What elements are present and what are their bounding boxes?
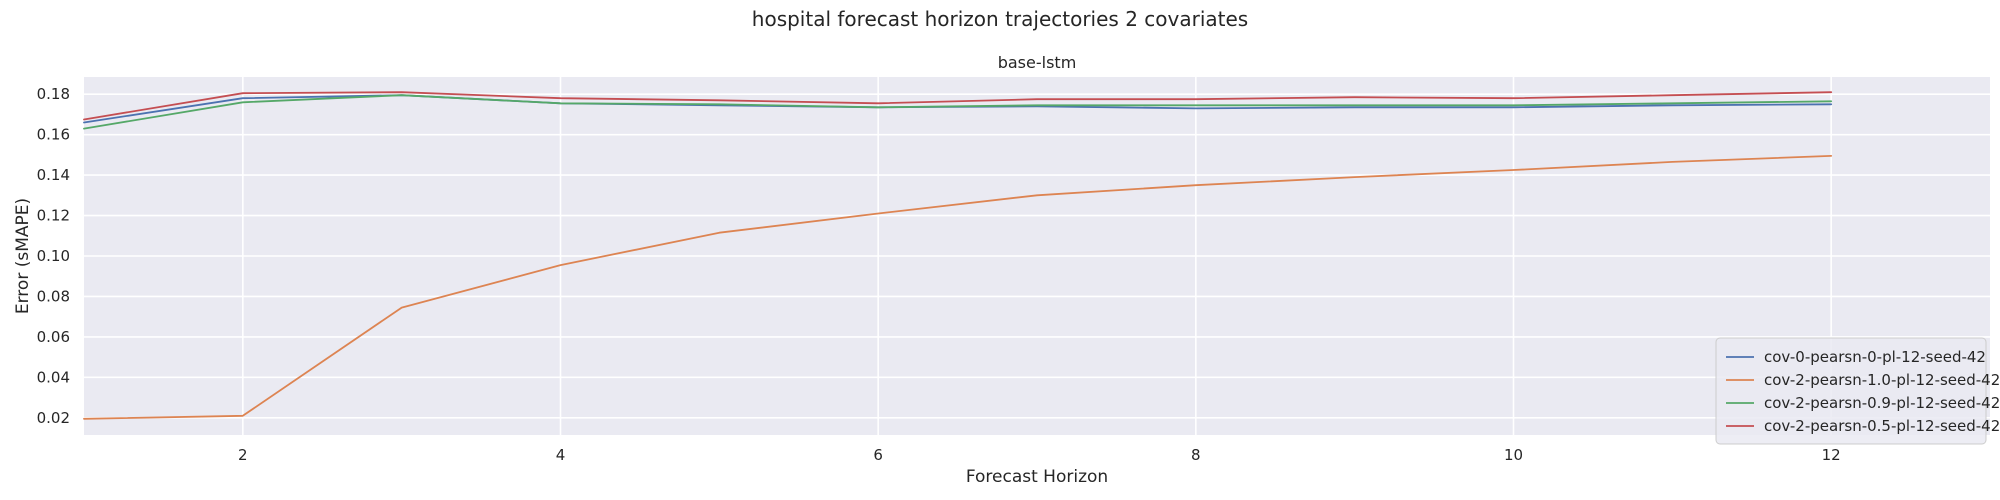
y-tick-label: 0.16 — [37, 126, 70, 144]
y-tick-label: 0.18 — [37, 85, 70, 103]
x-tick-label: 12 — [1822, 446, 1841, 464]
tick-labels: 2 4 6 8 10 12 0.02 0.04 0.06 0.08 0.10 0.12 0.14 0.16… — [37, 85, 1841, 464]
y-tick-label: 0.02 — [37, 409, 70, 427]
chart-title: hospital forecast horizon trajectories 2… — [752, 7, 1248, 31]
x-tick-label: 2 — [238, 446, 248, 464]
legend-label: cov-2-pearsn-1.0-pl-12-seed-42 — [1764, 371, 2000, 389]
y-tick-label: 0.06 — [37, 328, 70, 346]
legend: cov-0-pearsn-0-pl-12-seed-42 cov-2-pearsn… — [1715, 337, 2000, 445]
x-axis-label: Forecast Horizon — [966, 467, 1108, 487]
grid — [84, 77, 1990, 435]
legend-label: cov-0-pearsn-0-pl-12-seed-42 — [1764, 348, 1986, 366]
y-tick-label: 0.08 — [37, 287, 70, 305]
x-tick-label: 4 — [556, 446, 566, 464]
y-tick-label: 0.12 — [37, 207, 70, 225]
series-line-4 — [83, 91, 1833, 121]
series-line-3 — [83, 94, 1833, 130]
y-tick-label: 0.04 — [37, 368, 70, 386]
y-tick-label: 0.10 — [37, 247, 70, 265]
legend-label: cov-2-pearsn-0.9-pl-12-seed-42 — [1764, 394, 2000, 412]
chart-subtitle: base-lstm — [998, 53, 1077, 72]
legend-box — [1715, 337, 1987, 445]
x-tick-label: 8 — [1191, 446, 1201, 464]
x-tick-label: 10 — [1504, 446, 1523, 464]
series-lines — [83, 91, 1833, 420]
y-tick-label: 0.14 — [37, 166, 70, 184]
y-axis-label: Error (sMAPE) — [13, 198, 33, 314]
series-line-2 — [83, 154, 1833, 420]
legend-label: cov-2-pearsn-0.5-pl-12-seed-42 — [1764, 417, 2000, 435]
x-tick-label: 6 — [873, 446, 883, 464]
